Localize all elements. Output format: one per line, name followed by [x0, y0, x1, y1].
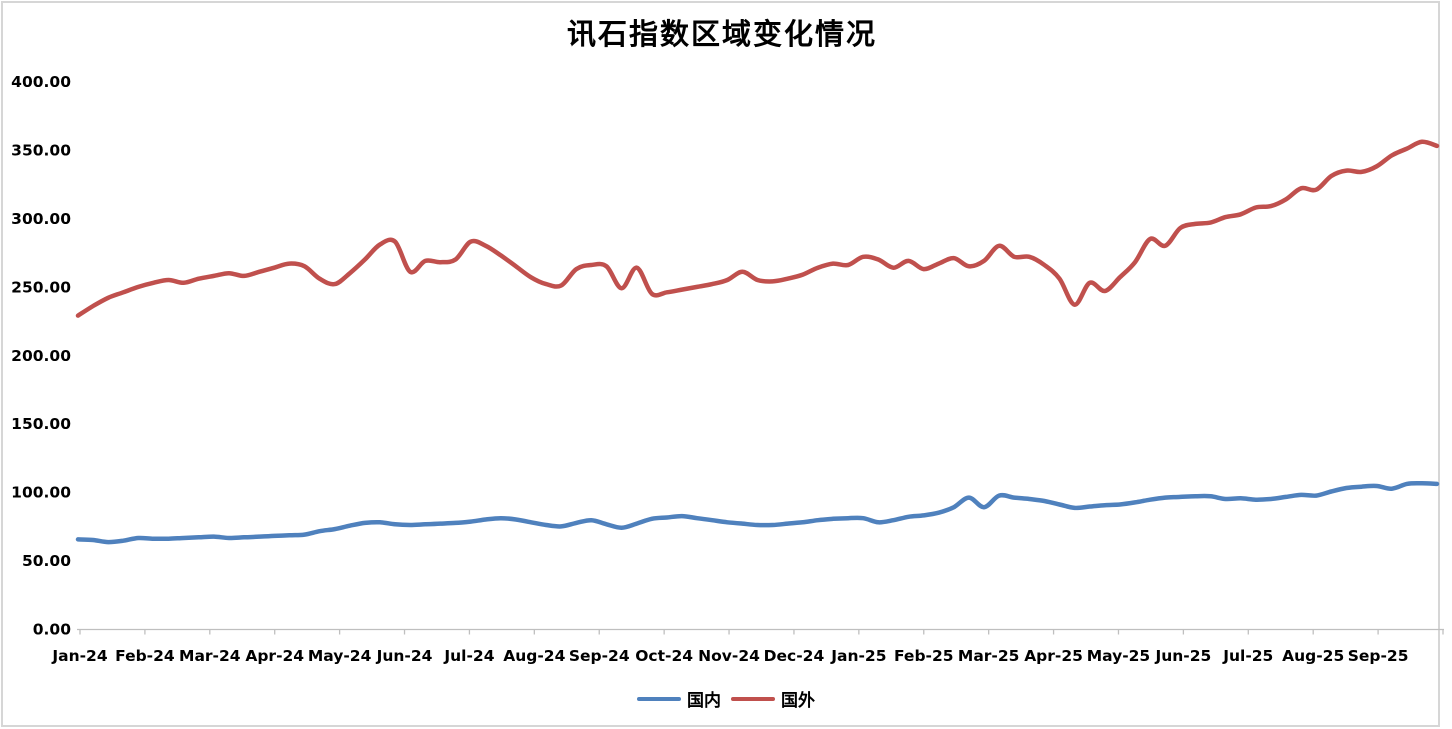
- x-tick-label: Jun-24: [376, 647, 433, 665]
- chart-title: 讯石指数区域变化情况: [567, 17, 877, 51]
- x-tick-label: Sep-25: [1348, 647, 1409, 665]
- legend: 国内 国外: [0, 686, 1452, 711]
- x-tick-label: Feb-25: [894, 647, 954, 665]
- y-tick-label: 50.00: [22, 552, 71, 570]
- x-tick-label: Jan-24: [51, 647, 107, 665]
- y-tick-label: 250.00: [11, 278, 71, 296]
- x-tick-label: Mar-24: [179, 647, 241, 665]
- legend-item-domestic[interactable]: 国内: [637, 686, 721, 711]
- y-tick-label: 400.00: [11, 73, 71, 91]
- y-tick-label: 150.00: [11, 415, 71, 433]
- x-tick-label: May-24: [308, 647, 372, 665]
- y-tick-label: 0.00: [33, 621, 71, 639]
- series-paths: [75, 139, 1440, 545]
- legend-item-foreign[interactable]: 国外: [731, 686, 815, 711]
- x-tick-label: Feb-24: [115, 647, 175, 665]
- x-tick-label: Aug-24: [503, 647, 565, 665]
- x-tick-label: Nov-24: [698, 647, 760, 665]
- x-tick-label: May-25: [1087, 647, 1151, 665]
- legend-label-foreign: 国外: [781, 691, 815, 710]
- x-axis: [77, 628, 1444, 635]
- legend-swatch-foreign: [731, 696, 775, 701]
- x-tick-label: Apr-24: [245, 647, 304, 665]
- y-tick-label: 100.00: [11, 484, 71, 502]
- legend-swatch-domestic: [637, 696, 681, 701]
- y-axis-labels: 0.00 50.00 100.00 150.00 200.00 250.00 300.00 3…: [11, 73, 71, 638]
- x-tick-label: Jan-25: [830, 647, 886, 665]
- y-tick-label: 300.00: [11, 210, 71, 228]
- x-tick-label: Sep-24: [569, 647, 630, 665]
- y-tick-label: 350.00: [11, 142, 71, 160]
- x-tick-label: Apr-25: [1024, 647, 1083, 665]
- y-tick-label: 200.00: [11, 347, 71, 365]
- series-line-domestic: [75, 481, 1440, 545]
- x-tick-label: Dec-24: [764, 647, 825, 665]
- x-axis-labels: Jan-24 Feb-24 Mar-24 Apr-24 May-24 Jun-24 Jul-…: [51, 647, 1408, 665]
- x-tick-label: Jun-25: [1154, 647, 1211, 665]
- x-tick-label: Aug-25: [1282, 647, 1344, 665]
- legend-label-domestic: 国内: [687, 691, 721, 710]
- series-line-foreign: [75, 139, 1440, 318]
- x-tick-label: Oct-24: [635, 647, 693, 665]
- x-tick-label: Jul-24: [443, 647, 494, 665]
- x-tick-label: Mar-25: [958, 647, 1020, 665]
- x-tick-label: Jul-25: [1222, 647, 1273, 665]
